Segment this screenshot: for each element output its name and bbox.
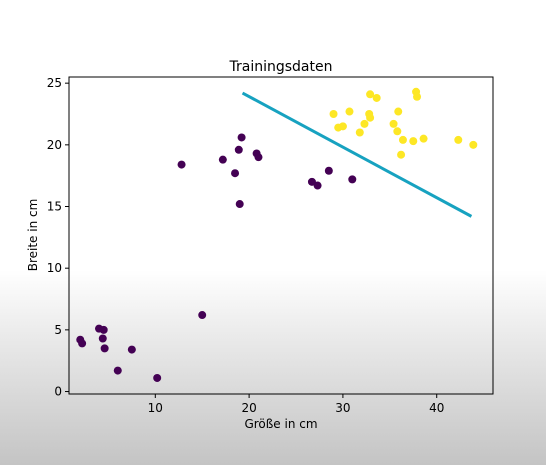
- decision-boundary-line: [241, 91, 473, 218]
- x-axis-label: Größe in cm: [244, 417, 317, 431]
- data-point-class-0: [127, 345, 136, 354]
- data-point-class-0: [177, 160, 186, 169]
- data-point-class-1: [413, 92, 422, 101]
- data-point-class-1: [366, 90, 375, 99]
- data-point-class-1: [454, 135, 463, 144]
- data-point-class-1: [329, 110, 338, 119]
- data-point-class-0: [231, 169, 240, 178]
- data-point-class-0: [198, 311, 207, 320]
- data-point-class-0: [234, 145, 243, 154]
- x-tick-label: 10: [148, 401, 163, 415]
- data-point-class-1: [389, 119, 398, 128]
- y-tick-label: 25: [47, 76, 62, 90]
- data-point-class-0: [237, 133, 246, 142]
- data-point-class-1: [409, 137, 418, 146]
- data-point-class-1: [355, 128, 364, 137]
- data-point-class-0: [99, 325, 108, 334]
- x-tick-label: 20: [241, 401, 256, 415]
- data-point-class-0: [307, 177, 316, 186]
- x-tick-label: 30: [335, 401, 350, 415]
- data-point-class-0: [324, 166, 333, 175]
- y-tick-label: 5: [54, 323, 62, 337]
- y-tick-label: 10: [47, 261, 62, 275]
- chart-title: Trainingsdaten: [229, 59, 333, 75]
- data-point-class-0: [218, 155, 227, 164]
- data-point-class-1: [345, 107, 354, 116]
- y-tick-label: 15: [47, 200, 62, 214]
- x-tick-label: 40: [429, 401, 444, 415]
- y-tick-label: 20: [47, 138, 62, 152]
- data-point-class-0: [100, 344, 109, 353]
- data-point-class-1: [338, 122, 347, 131]
- data-point-class-1: [397, 150, 406, 159]
- y-tick-label: 0: [54, 385, 62, 399]
- data-point-class-1: [366, 113, 375, 122]
- data-point-class-0: [153, 373, 162, 382]
- y-axis-label: Breite in cm: [26, 199, 40, 272]
- data-point-class-0: [235, 200, 244, 209]
- data-point-class-0: [313, 181, 322, 190]
- data-point-class-1: [360, 119, 369, 128]
- data-point-class-0: [78, 339, 87, 348]
- data-point-class-1: [394, 107, 403, 116]
- data-point-class-0: [254, 153, 263, 162]
- data-point-class-0: [98, 334, 107, 343]
- data-point-class-1: [398, 135, 407, 144]
- data-point-class-1: [372, 93, 381, 102]
- data-point-class-1: [393, 127, 402, 136]
- plot-frame: [68, 76, 494, 395]
- data-point-class-0: [348, 175, 357, 184]
- data-point-class-1: [469, 140, 478, 149]
- data-point-class-0: [113, 366, 122, 375]
- data-point-class-1: [419, 134, 428, 143]
